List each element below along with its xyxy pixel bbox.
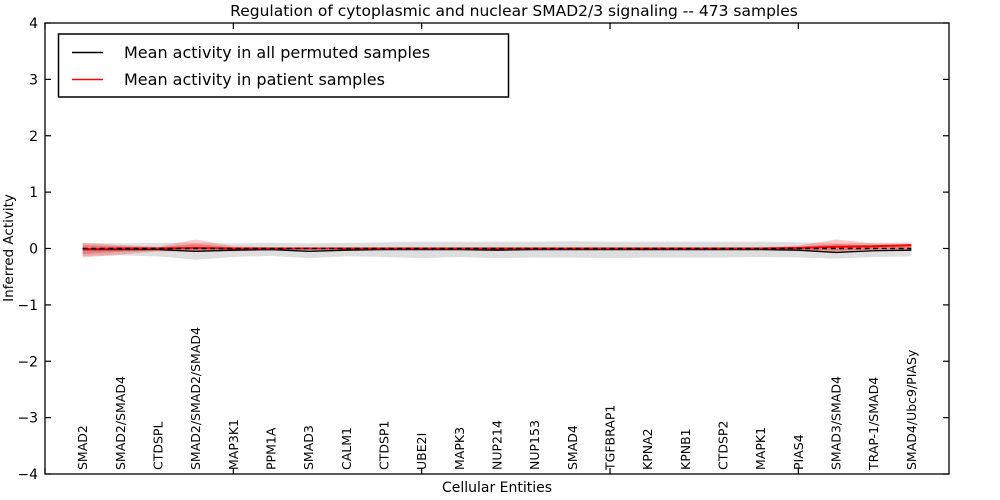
x-category-label: SMAD4/Ubc9/PIASy	[904, 349, 919, 470]
x-category-label: SMAD3/SMAD4	[829, 376, 844, 470]
legend-label-patient: Mean activity in patient samples	[124, 70, 385, 89]
x-category-label: KPNB1	[678, 428, 693, 470]
y-tick-label: 2	[29, 129, 38, 145]
x-category-label: KPNA2	[640, 428, 655, 470]
x-category-label: MAPK1	[753, 427, 768, 470]
x-category-label: TRAP-1/SMAD4	[866, 377, 881, 471]
chart-title: Regulation of cytoplasmic and nuclear SM…	[230, 2, 798, 20]
x-category-label: CTDSP2	[716, 421, 731, 470]
x-category-label: CTDSPL	[151, 422, 166, 470]
x-category-label: UBE2I	[414, 433, 429, 470]
y-tick-label: 1	[29, 185, 38, 201]
y-tick-label: −1	[17, 298, 38, 314]
x-category-label: SMAD2	[75, 425, 90, 470]
x-category-label: SMAD2/SMAD2/SMAD4	[188, 327, 203, 470]
permuted-mean-line	[82, 248, 912, 254]
x-category-label: TGFBRAP1	[603, 405, 618, 471]
y-tick-label: 3	[29, 72, 38, 88]
x-category-label: NUP153	[527, 420, 542, 470]
ticks-layer: −4 −3 −2 −1 0 1 2 3 4	[17, 16, 949, 483]
legend-box: Mean activity in all permuted samples Me…	[57, 33, 510, 98]
y-tick-label: −4	[17, 467, 38, 483]
y-axis-label: Inferred Activity	[1, 194, 17, 302]
x-category-label: PPM1A	[264, 427, 279, 470]
x-axis-label: Cellular Entities	[442, 480, 552, 496]
x-category-label: MAPK3	[452, 427, 467, 470]
x-category-label: SMAD2/SMAD4	[113, 376, 128, 470]
legend-frame	[57, 33, 510, 98]
lines-layer	[82, 244, 912, 254]
x-category-labels: SMAD2 SMAD2/SMAD4 CTDSPL SMAD2/SMAD2/SMAD4 M…	[75, 327, 919, 471]
y-tick-label: 0	[29, 242, 38, 258]
x-category-label: CALM1	[339, 427, 354, 470]
x-category-label: MAP3K1	[226, 419, 241, 470]
y-tick-label: −2	[17, 354, 38, 370]
x-category-label: NUP214	[490, 420, 505, 470]
x-category-label: SMAD3	[301, 425, 316, 470]
y-tick-label: −3	[17, 411, 38, 427]
x-category-label: PIAS4	[791, 434, 806, 470]
x-category-label: CTDSP1	[377, 421, 392, 470]
x-category-label: SMAD4	[565, 425, 580, 470]
y-tick-label: 4	[29, 16, 38, 32]
legend-label-permuted: Mean activity in all permuted samples	[124, 43, 430, 62]
